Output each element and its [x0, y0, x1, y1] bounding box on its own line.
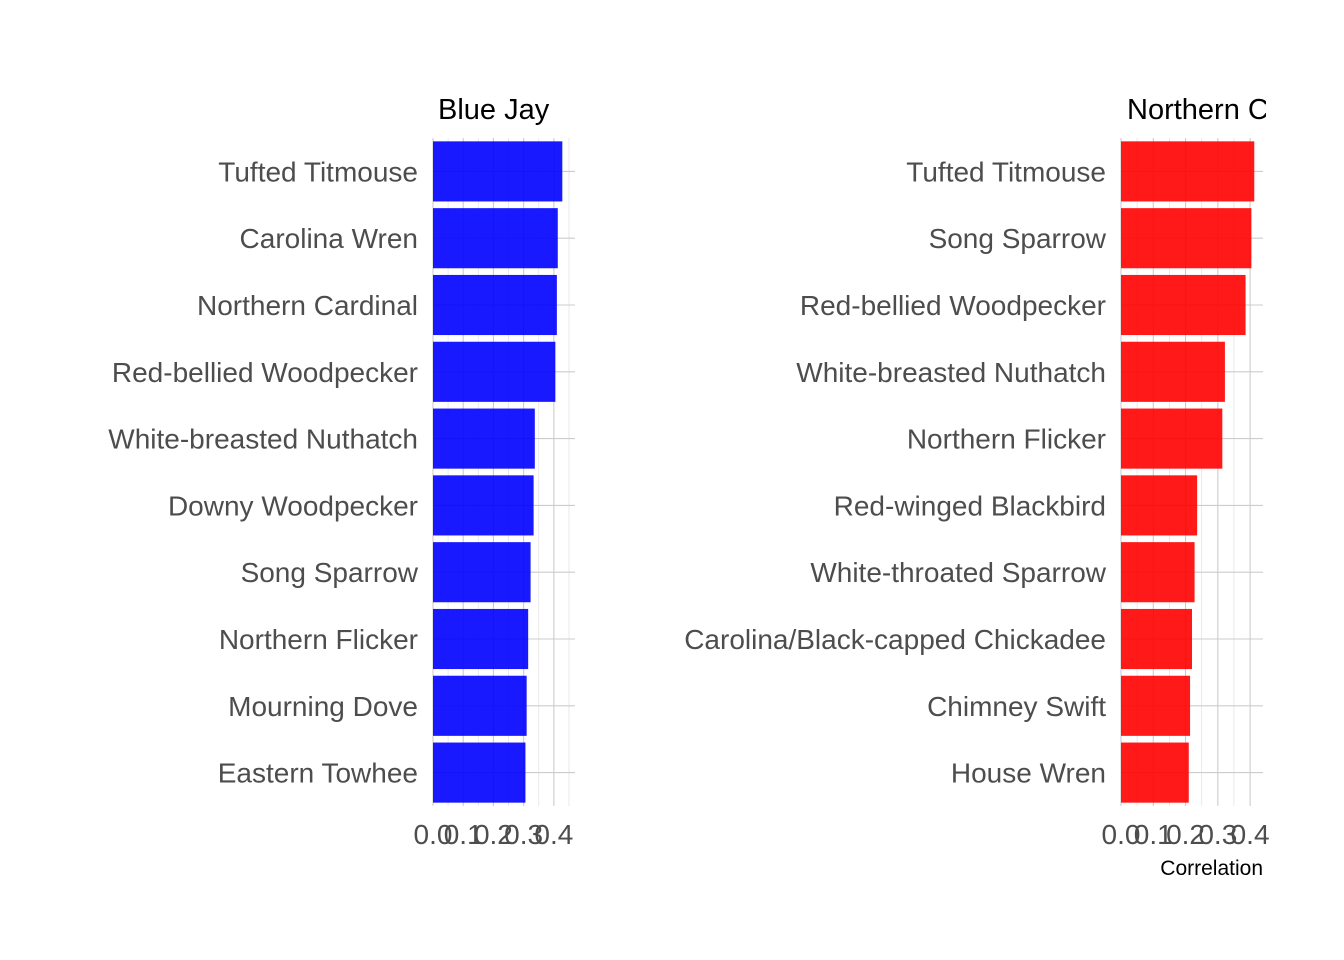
bar-northern-flicker: [1121, 408, 1223, 469]
bar-carolina-black-capped-chickadee: [1121, 608, 1192, 670]
x-axis-title: Correlation: [1160, 857, 1263, 880]
category-label-chimney-swift: Chimney Swift: [927, 691, 1106, 722]
panel-title: Blue Jay: [438, 94, 550, 126]
category-label-tufted-titmouse: Tufted Titmouse: [218, 156, 418, 187]
bar-song-sparrow: [1121, 208, 1252, 269]
x-tick-label: 0.4: [1231, 819, 1270, 850]
category-label-northern-cardinal: Northern Cardinal: [197, 290, 418, 321]
bar-white-throated-sparrow: [1121, 542, 1195, 603]
category-label-house-wren: House Wren: [951, 758, 1106, 789]
panel-northern-cardinal: Tufted Titmouse Song Sparrow Red-bellied W…: [684, 94, 1269, 880]
bar-red-winged-blackbird: [1121, 475, 1198, 536]
bar-chimney-swift: [1121, 675, 1191, 736]
bar-northern-cardinal: [433, 274, 557, 336]
bar-tufted-titmouse: [1121, 141, 1255, 202]
category-label-downy-woodpecker: Downy Woodpecker: [168, 490, 418, 521]
category-label-eastern-towhee: Eastern Towhee: [218, 758, 418, 789]
category-label-white-breasted-nuthatch: White-breasted Nuthatch: [108, 424, 418, 455]
panel-blue-jay: Tufted Titmouse Carolina Wren Northern Car…: [108, 94, 575, 850]
bar-downy-woodpecker: [433, 475, 534, 536]
gridlines: [1120, 138, 1263, 806]
category-label-carolina-black-capped-chickadee: Carolina/Black-capped Chickadee: [684, 624, 1106, 655]
category-label-northern-flicker: Northern Flicker: [219, 624, 418, 655]
x-tick-label: 0.3: [1198, 819, 1237, 850]
category-label-song-sparrow: Song Sparrow: [241, 557, 419, 588]
category-label-mourning-dove: Mourning Dove: [228, 691, 418, 722]
bar-eastern-towhee: [433, 742, 526, 803]
x-tick-label: 0.1: [1134, 819, 1173, 850]
bar-red-bellied-woodpecker: [1121, 274, 1246, 336]
bar-carolina-wren: [433, 208, 558, 269]
category-label-white-breasted-nuthatch: White-breasted Nuthatch: [796, 357, 1106, 388]
bar-song-sparrow: [433, 542, 531, 603]
bar-red-bellied-woodpecker: [433, 341, 556, 402]
category-labels: Tufted Titmouse Carolina Wren Northern Car…: [108, 156, 418, 788]
category-label-tufted-titmouse: Tufted Titmouse: [906, 156, 1106, 187]
category-label-red-bellied-woodpecker: Red-bellied Woodpecker: [800, 290, 1106, 321]
x-tick-label: 0.0: [1102, 819, 1141, 850]
x-tick-label: 0.1: [444, 819, 483, 850]
x-tick-labels: 0.00.10.20.30.4: [414, 819, 574, 850]
x-tick-labels: 0.00.10.20.30.4: [1102, 819, 1270, 850]
x-tick-label: 0.0: [414, 819, 453, 850]
bars: [433, 141, 563, 803]
x-tick-label: 0.2: [1166, 819, 1205, 850]
category-labels: Tufted Titmouse Song Sparrow Red-bellied W…: [684, 156, 1107, 788]
bar-mourning-dove: [433, 675, 527, 736]
panel-title: Northern C: [1127, 94, 1269, 126]
x-tick-label: 0.3: [504, 819, 543, 850]
x-tick-label: 0.2: [474, 819, 513, 850]
category-label-song-sparrow: Song Sparrow: [929, 223, 1107, 254]
category-label-red-bellied-woodpecker: Red-bellied Woodpecker: [112, 357, 418, 388]
bars: [1121, 141, 1255, 803]
category-label-northern-flicker: Northern Flicker: [907, 424, 1106, 455]
category-label-red-winged-blackbird: Red-winged Blackbird: [834, 490, 1106, 521]
bar-white-breasted-nuthatch: [1121, 341, 1225, 402]
category-label-white-throated-sparrow: White-throated Sparrow: [810, 557, 1106, 588]
category-label-carolina-wren: Carolina Wren: [240, 223, 418, 254]
bar-white-breasted-nuthatch: [433, 408, 535, 469]
bar-northern-flicker: [433, 608, 529, 670]
bar-tufted-titmouse: [433, 141, 563, 202]
x-tick-label: 0.4: [534, 819, 573, 850]
bar-house-wren: [1121, 742, 1189, 803]
